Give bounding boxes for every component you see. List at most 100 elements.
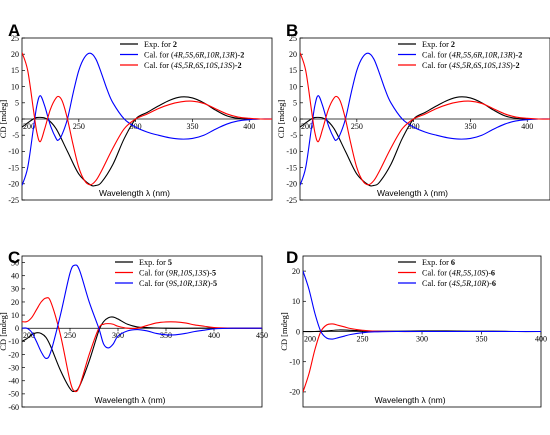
legend-entry-part: , — [220, 51, 222, 60]
legend-entry-part: 6 — [492, 279, 496, 288]
y-tick-label: 20 — [11, 50, 19, 59]
legend-entry: Cal. for (4S,5R,6S,10S,13S)-2 — [422, 61, 520, 70]
legend-entry-part: 2 — [237, 61, 241, 70]
y-tick-label: -30 — [8, 363, 19, 372]
x-tick-label: 350 — [464, 122, 476, 131]
series-line-3 — [303, 270, 541, 340]
legend-entry-part: 13S — [498, 61, 510, 70]
legend-entry-part: 13R — [222, 51, 235, 60]
x-tick-label: 400 — [535, 335, 547, 344]
legend-entry-part: , — [218, 61, 220, 70]
legend-entry-part: , — [498, 51, 500, 60]
legend-entry-part: 5R — [462, 61, 471, 70]
series-line-2 — [300, 52, 550, 186]
y-tick-label: -20 — [286, 180, 297, 189]
legend-entry-part: 5 — [212, 269, 216, 278]
legend-entry-part: Exp. for — [422, 258, 451, 267]
legend-entry-part: 5 — [168, 258, 172, 267]
legend-entry-part: , — [471, 269, 473, 278]
y-tick-label: -10 — [8, 147, 19, 156]
legend-entry-part: 2 — [515, 61, 519, 70]
y-tick-label: -10 — [289, 358, 300, 367]
x-axis-label: Wavelength λ (nm) — [99, 188, 170, 198]
y-tick-label: -50 — [8, 390, 19, 399]
x-axis-label: Wavelength λ (nm) — [375, 395, 446, 405]
legend-entry-part: 6 — [451, 258, 455, 267]
legend-entry-part: Exp. for — [144, 40, 173, 49]
legend-entry-part: Cal. for ( — [422, 61, 452, 70]
legend-entry-part: , — [460, 61, 462, 70]
legend-entry-part: 10R — [179, 279, 192, 288]
legend-entry-part: Exp. for — [139, 258, 168, 267]
legend-entry-part: )- — [510, 61, 516, 70]
y-tick-label: -25 — [286, 196, 297, 205]
x-tick-label: 200 — [301, 122, 313, 131]
x-tick-label: 200 — [23, 331, 35, 340]
legend-entry-part: 5R — [462, 279, 471, 288]
y-tick-label: 10 — [289, 82, 297, 91]
legend-entry: Cal. for (4R,5S,6R,10R,13R)-2 — [422, 51, 522, 60]
legend-entry: Exp. for 2 — [422, 40, 455, 49]
y-tick-label: 10 — [11, 311, 19, 320]
legend-entry-part: 2 — [173, 40, 177, 49]
x-tick-label: 250 — [73, 122, 85, 131]
legend-entry-part: 5S — [185, 51, 193, 60]
y-tick-label: 15 — [289, 66, 297, 75]
y-tick-label: 0 — [15, 324, 19, 333]
legend-entry-part: Cal. for ( — [144, 61, 174, 70]
legend-entry-part: 4R — [452, 269, 461, 278]
legend-entry-part: , — [496, 61, 498, 70]
legend-entry-part: 6R — [473, 51, 482, 60]
series-line-1 — [22, 316, 262, 393]
y-tick-label: -10 — [8, 337, 19, 346]
legend-entry: Cal. for (4S,5R,10R)-6 — [422, 279, 496, 288]
legend-entry-part: 5S — [463, 51, 471, 60]
x-tick-label: 250 — [64, 331, 76, 340]
legend-entry-part: 6 — [491, 269, 495, 278]
y-tick-label: 10 — [11, 82, 19, 91]
series-line-3 — [22, 52, 272, 186]
y-tick-label: 15 — [11, 66, 19, 75]
legend-entry-part: , — [471, 279, 473, 288]
legend-entry-part: Cal. for ( — [422, 269, 452, 278]
legend-entry-part: 5R — [184, 61, 193, 70]
y-tick-label: 5 — [15, 99, 19, 108]
legend-entry: Exp. for 6 — [422, 258, 455, 267]
legend-entry-part: , — [460, 279, 462, 288]
legend-entry-part: 10S — [180, 269, 192, 278]
y-tick-label: -5 — [290, 131, 297, 140]
y-axis-label: CD [mdeg] — [276, 100, 286, 139]
y-tick-label: 20 — [292, 267, 300, 276]
legend-entry-part: )- — [486, 279, 492, 288]
legend-entry-part: Cal. for ( — [422, 279, 452, 288]
legend-entry-part: )- — [485, 269, 491, 278]
legend-entry-part: , — [204, 51, 206, 60]
legend-entry-part: )- — [513, 51, 519, 60]
legend-entry-part: 13R — [500, 51, 513, 60]
legend-entry-part: 6S — [195, 61, 203, 70]
y-tick-label: -20 — [8, 180, 19, 189]
x-tick-label: 200 — [23, 122, 35, 131]
legend-entry-part: , — [471, 61, 473, 70]
legend-entry-part: 10R — [206, 51, 219, 60]
legend: Exp. for 2 Cal. for (4R,5S,6R,10R,13R)-2C… — [398, 40, 522, 70]
legend-entry-part: , — [461, 51, 463, 60]
legend-entry-part: 9R — [169, 269, 178, 278]
panel-letter: A — [8, 21, 20, 40]
y-tick-label: 30 — [11, 285, 19, 294]
y-tick-label: -60 — [8, 403, 19, 412]
legend-entry-part: )- — [235, 51, 241, 60]
legend-entry-part: , — [471, 51, 473, 60]
x-tick-label: 250 — [351, 122, 363, 131]
legend-entry-part: 10S — [205, 61, 217, 70]
legend-entry-part: 13S — [220, 61, 232, 70]
legend-entry-part: )- — [207, 269, 213, 278]
legend-entry-part: )- — [207, 279, 213, 288]
legend-entry-part: 4R — [174, 51, 183, 60]
legend-entry-part: 4R — [452, 51, 461, 60]
legend-entry-part: 10S — [483, 61, 495, 70]
